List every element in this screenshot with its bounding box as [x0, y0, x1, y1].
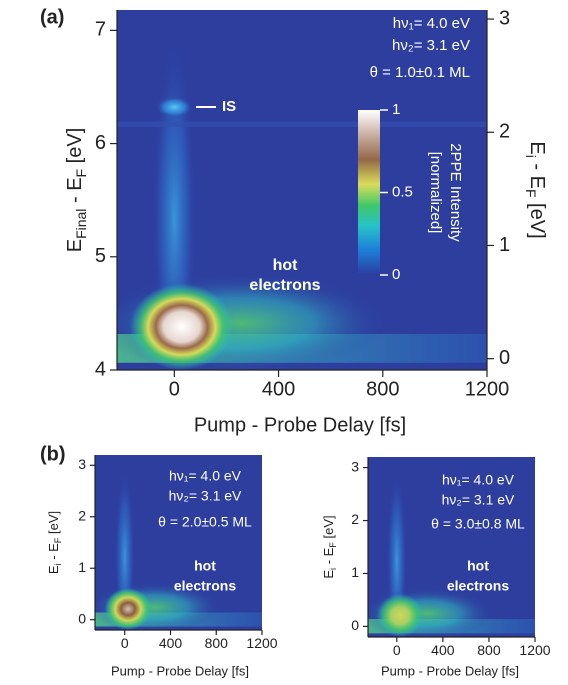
- y-axis-label-part: F: [328, 542, 338, 548]
- panel-label: (b): [40, 443, 66, 465]
- y2-tick-label: 0: [499, 347, 510, 369]
- y-axis-label: Ei - EF [eV]: [46, 511, 63, 574]
- y-tick-label: 0: [78, 610, 86, 626]
- x-tick-label: 400: [159, 635, 183, 651]
- annotation: electrons: [249, 277, 320, 294]
- annotation: IS: [222, 98, 236, 115]
- x-tick-label: 0: [121, 635, 129, 651]
- y-tick-label: 1: [351, 564, 359, 580]
- heatmap: [117, 10, 487, 370]
- y-axis-label-part: - E: [46, 543, 61, 564]
- y-axis-label-part: E: [64, 239, 86, 252]
- y-tick-label: 7: [95, 19, 106, 41]
- colorbar: [358, 110, 380, 275]
- y-axis-label: Ei - EF [eV]: [321, 515, 338, 578]
- y-axis-label-part: E: [46, 565, 61, 574]
- x-axis-label: Pump - Probe Delay [fs]: [194, 414, 406, 436]
- y-axis-label-part: Final: [73, 209, 89, 239]
- annotation: hν₁= 4.0 eV: [442, 472, 515, 488]
- annotation: hot: [273, 257, 299, 274]
- y-tick-label: 1: [78, 559, 86, 575]
- y-axis-label-part: - E: [64, 177, 86, 208]
- heatmap: [95, 455, 262, 630]
- y2-axis-label: Ei - EF [eV]: [523, 141, 547, 238]
- x-tick-label: 800: [366, 378, 399, 400]
- heatmap-hotspot: [376, 593, 424, 637]
- annotation: hν₁= 4.0 eV: [393, 15, 470, 32]
- y-axis-label-part: E: [321, 570, 336, 579]
- panel-label: (a): [40, 6, 64, 28]
- y-tick-label: 3: [351, 458, 359, 474]
- annotation: hν₂= 3.1 eV: [169, 488, 242, 504]
- heatmap-hotspot: [129, 283, 234, 370]
- x-tick-label: 1200: [246, 635, 277, 651]
- y-axis-label-part: [eV]: [64, 128, 86, 169]
- y2-tick-label: 3: [499, 7, 510, 29]
- annotation: electrons: [447, 578, 509, 594]
- y2-axis-label-part: F: [523, 189, 539, 198]
- y-tick-label: 0: [351, 617, 359, 633]
- y-tick-label: 6: [95, 132, 106, 154]
- y-axis-label-part: - E: [321, 547, 336, 568]
- x-axis-label: Pump - Probe Delay [fs]: [111, 663, 249, 678]
- heatmap: [368, 457, 535, 637]
- y-axis-label: EFinal - EF [eV]: [64, 128, 88, 253]
- y-axis-label-part: F: [53, 537, 63, 543]
- annotation: θ = 2.0±0.5 ML: [158, 514, 252, 530]
- heatmap-band: [117, 121, 487, 127]
- y-axis-label-part: i: [53, 563, 63, 565]
- y-tick-label: 5: [95, 245, 106, 267]
- y-axis-label-part: i: [328, 568, 338, 570]
- x-tick-label: 400: [262, 378, 295, 400]
- y-axis-label-part: [eV]: [46, 511, 61, 538]
- y-tick-label: 2: [351, 511, 359, 527]
- annotation: hot: [194, 558, 216, 574]
- y-tick-label: 3: [78, 456, 86, 472]
- x-tick-label: 800: [205, 635, 229, 651]
- heatmap-hotspot: [104, 588, 152, 630]
- annotation: hν₁= 4.0 eV: [169, 468, 242, 484]
- y-axis-label-part: F: [73, 169, 89, 178]
- x-tick-label: 0: [169, 378, 180, 400]
- x-tick-label: 1200: [465, 378, 510, 400]
- annotation: electrons: [174, 578, 236, 594]
- x-tick-label: 0: [393, 642, 401, 658]
- colorbar-tick-label: 0: [392, 266, 400, 283]
- annotation: hν₂= 3.1 eV: [392, 37, 470, 54]
- annotation: θ = 3.0±0.8 ML: [431, 516, 525, 532]
- colorbar-label: 2PPE Intensity: [447, 143, 464, 242]
- y2-tick-label: 1: [499, 234, 510, 256]
- x-axis-label: Pump - Probe Delay [fs]: [381, 663, 519, 678]
- colorbar-tick-label: 1: [392, 101, 400, 118]
- annotation: θ = 1.0±0.1 ML: [370, 64, 470, 81]
- y2-axis-label-part: - E: [526, 158, 548, 189]
- colorbar-tick-label: 0.5: [392, 183, 413, 200]
- x-tick-label: 400: [431, 642, 455, 658]
- heatmap-is-state: [155, 96, 193, 118]
- y2-axis-label-part: E: [526, 141, 548, 154]
- x-tick-label: 1200: [519, 642, 550, 658]
- annotation: hot: [467, 558, 489, 574]
- colorbar-label: [normalized]: [427, 152, 444, 234]
- y2-axis-label-part: [eV]: [526, 198, 548, 239]
- y2-axis-label-part: i: [523, 155, 539, 158]
- x-tick-label: 800: [477, 642, 501, 658]
- y-tick-label: 2: [78, 507, 86, 523]
- y2-tick-label: 2: [499, 121, 510, 143]
- y-axis-label-part: [eV]: [321, 515, 336, 542]
- y-tick-label: 4: [95, 358, 106, 380]
- annotation: hν₂= 3.1 eV: [442, 492, 515, 508]
